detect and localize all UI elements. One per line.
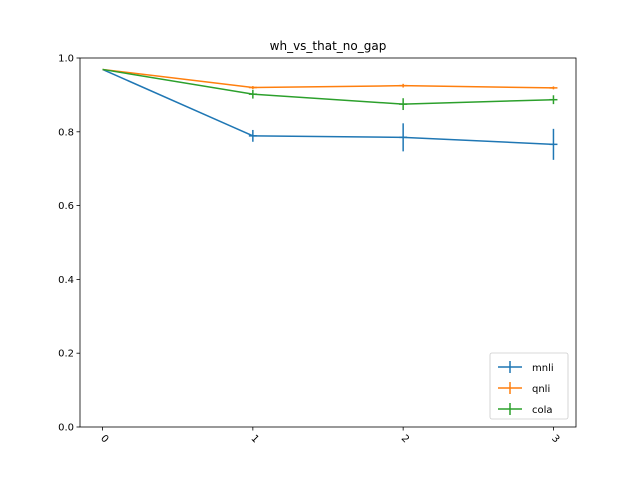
series-qnli bbox=[102, 68, 558, 90]
series-cola bbox=[102, 68, 558, 111]
legend-item-cola: cola bbox=[498, 403, 553, 416]
plot-content bbox=[102, 68, 558, 160]
x-tick-label: 0 bbox=[98, 433, 110, 445]
legend: mnli qnli cola bbox=[489, 352, 569, 420]
legend-item-qnli: qnli bbox=[498, 382, 550, 395]
legend-label: cola bbox=[532, 405, 553, 416]
series-line bbox=[102, 68, 554, 105]
legend-label: qnli bbox=[532, 384, 550, 395]
legend-label: mnli bbox=[532, 363, 554, 374]
y-tick-label: 0.2 bbox=[58, 349, 74, 360]
x-tick-label: 3 bbox=[549, 433, 561, 445]
x-tick-label: 1 bbox=[248, 433, 260, 445]
legend-item-mnli: mnli bbox=[498, 361, 554, 374]
y-tick-label: 0.0 bbox=[58, 423, 74, 434]
y-tick-label: 0.6 bbox=[58, 201, 74, 212]
y-tick-label: 1.0 bbox=[58, 54, 74, 65]
y-tick-label: 0.4 bbox=[58, 275, 74, 286]
series-line bbox=[102, 68, 554, 146]
plot-frame bbox=[79, 57, 577, 428]
chart-title: wh_vs_that_no_gap bbox=[270, 39, 387, 53]
y-tick-label: 0.8 bbox=[58, 127, 74, 138]
x-tick-label: 2 bbox=[399, 433, 411, 445]
axes: 0.0 0.2 0.4 0.6 0.8 1.0 0 1 2 3 bbox=[58, 54, 561, 446]
series-line bbox=[102, 68, 554, 89]
series-mnli bbox=[102, 68, 558, 160]
